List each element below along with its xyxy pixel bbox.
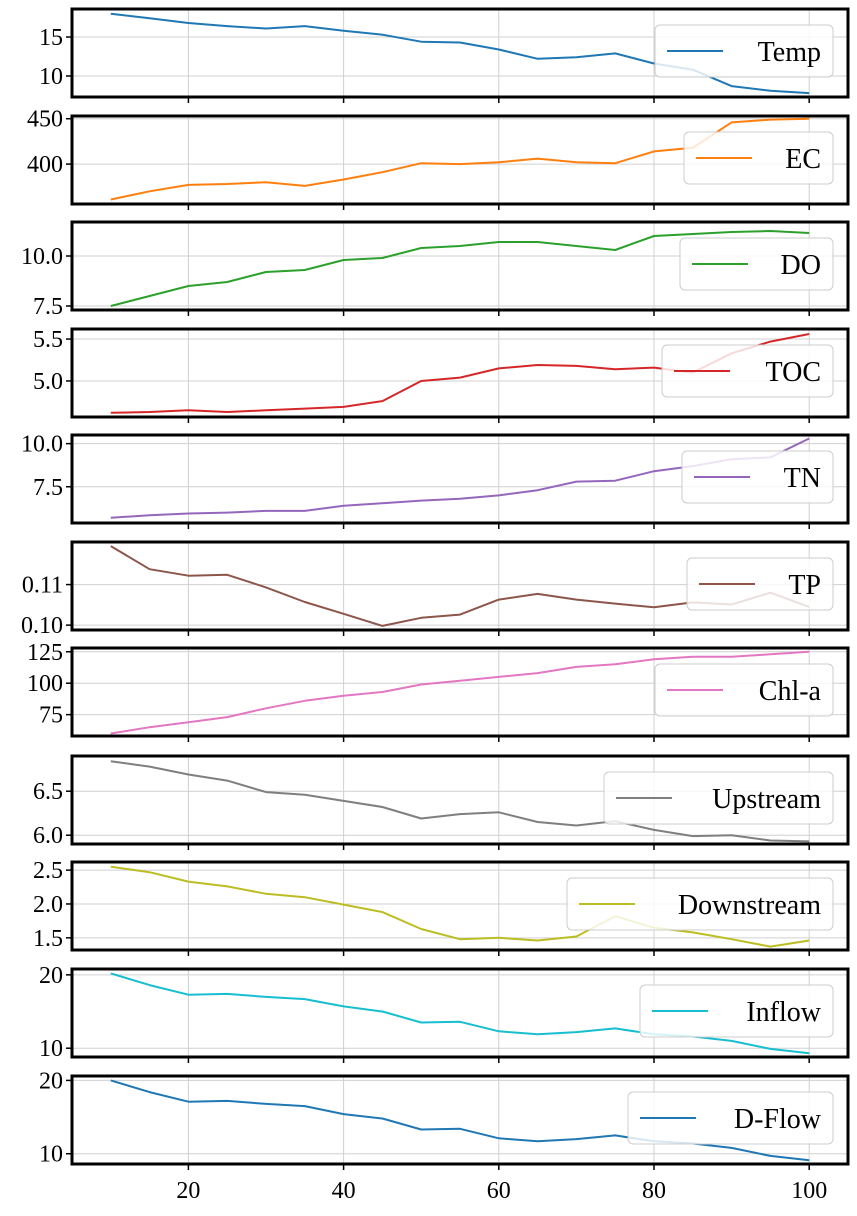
axes-frame <box>70 646 850 738</box>
x-tick-label: 60 <box>487 1178 511 1204</box>
legend-do: DO <box>679 237 834 291</box>
axes-frame <box>70 754 850 846</box>
axes-frame <box>70 540 850 632</box>
x-tick-label: 100 <box>791 1178 827 1204</box>
legend-chl-a: Chl-a <box>654 663 834 717</box>
y-tick-label: 100 <box>27 671 63 697</box>
legend-box <box>679 237 834 291</box>
panel-upstream: 6.0 6.5 Upstream <box>33 754 850 850</box>
panel-do: 7.5 10.0 DO <box>21 220 850 320</box>
axes-frame <box>70 860 850 952</box>
y-tick-label: 10.0 <box>21 244 63 270</box>
legend-box <box>654 663 834 717</box>
axes-frame <box>70 114 850 206</box>
y-tick-label: 125 <box>27 640 63 666</box>
axes-frame <box>70 220 850 312</box>
x-tick-label: 80 <box>642 1178 666 1204</box>
y-tick-label: 7.5 <box>33 475 63 501</box>
y-tick-label: 6.5 <box>33 779 63 805</box>
legend-downstream: Downstream <box>566 877 834 931</box>
panel-tp: 0.10 0.11 TP <box>21 540 850 639</box>
series-line-chl-a <box>110 650 810 735</box>
panel-chl-a: 75 100 125 Chl-a <box>27 640 850 742</box>
x-tick-label: 40 <box>332 1178 356 1204</box>
legend-upstream: Upstream <box>603 771 834 825</box>
legend-label: TOC <box>766 357 822 388</box>
y-tick-label: 2.5 <box>33 858 63 884</box>
axes-frame <box>70 967 850 1059</box>
legend-temp: Temp <box>654 24 834 78</box>
legend-label: DO <box>781 250 821 281</box>
legend-label: Temp <box>758 37 821 68</box>
legend-box <box>686 557 834 611</box>
legend-box <box>661 344 834 398</box>
legend-box <box>639 984 834 1038</box>
panel-ec: 400 450 EC <box>27 107 850 210</box>
legend-label: Chl-a <box>759 676 822 707</box>
legend-box <box>683 131 834 185</box>
y-tick-label: 5.5 <box>33 327 63 353</box>
legend-label: Downstream <box>678 890 821 921</box>
y-tick-label: 0.11 <box>22 573 63 599</box>
legend-box <box>627 1091 834 1145</box>
series-line-upstream <box>110 760 810 843</box>
legend-label: TP <box>788 570 821 601</box>
y-tick-label: 15 <box>39 25 63 51</box>
y-tick-label: 10 <box>39 1142 63 1168</box>
y-tick-label: 400 <box>27 152 63 178</box>
series-line-do <box>110 230 810 307</box>
panel-tn: 7.5 10.0 TN <box>21 432 850 529</box>
legend-label: Upstream <box>712 784 821 815</box>
y-tick-label: 7.5 <box>33 294 63 320</box>
y-tick-label: 75 <box>39 703 63 729</box>
legend-ec: EC <box>683 131 834 185</box>
panel-inflow: 10 20 Inflow <box>39 963 850 1063</box>
axes-frame <box>70 327 850 419</box>
legend-inflow: Inflow <box>639 984 834 1038</box>
y-tick-label: 10 <box>39 1036 63 1062</box>
legend-tn: TN <box>681 450 834 504</box>
x-tick-label: 20 <box>176 1178 200 1204</box>
axes-frame <box>70 433 850 525</box>
panel-toc: 5.0 5.5 TOC <box>33 327 850 423</box>
axes-frame <box>70 1074 850 1166</box>
legend-label: D-Flow <box>734 1104 822 1135</box>
legend-label: EC <box>785 144 821 175</box>
legend-box <box>681 450 834 504</box>
legend-label: Inflow <box>746 997 821 1028</box>
y-tick-label: 10 <box>39 64 63 90</box>
legend-label: TN <box>784 463 821 494</box>
axes-frame <box>70 7 850 99</box>
y-tick-label: 20 <box>39 1068 63 1094</box>
y-tick-label: 450 <box>27 107 63 133</box>
legend-d-flow: D-Flow <box>627 1091 834 1145</box>
legend-box <box>566 877 834 931</box>
panel-temp: 10 15 Temp <box>39 7 850 103</box>
legend-box <box>654 24 834 78</box>
y-tick-label: 6.0 <box>33 823 63 849</box>
y-tick-label: 5.0 <box>33 369 63 395</box>
panel-d-flow: 10 20 20 40 60 80 100 D-Flow <box>39 1068 850 1204</box>
y-tick-label: 0.10 <box>21 613 63 639</box>
series-line-downstream <box>110 865 810 948</box>
y-tick-label: 1.5 <box>33 926 63 952</box>
y-tick-label: 10.0 <box>21 432 63 458</box>
panel-downstream: 1.5 2.0 2.5 Downstream <box>33 858 850 956</box>
legend-box <box>603 771 834 825</box>
legend-toc: TOC <box>661 344 834 398</box>
y-tick-label: 2.0 <box>33 892 63 918</box>
legend-tp: TP <box>686 557 834 611</box>
y-tick-label: 20 <box>39 963 63 989</box>
